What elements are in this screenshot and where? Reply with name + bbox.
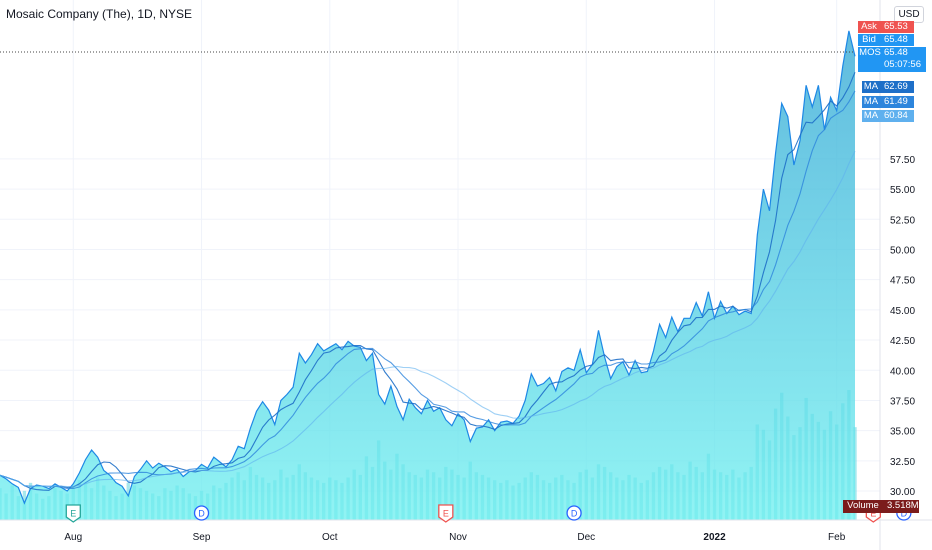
price-tick-label: 37.50 bbox=[890, 396, 915, 407]
grid bbox=[0, 0, 880, 520]
price-area-fill bbox=[0, 30, 855, 521]
price-tick-label: 35.00 bbox=[890, 427, 915, 438]
time-tick-label: Feb bbox=[828, 532, 846, 543]
symbol-label: MOS bbox=[859, 47, 881, 58]
time-tick-label: Sep bbox=[193, 532, 211, 543]
price-tick-label: 57.50 bbox=[890, 155, 915, 166]
ma-tag-3: MA 60.84 bbox=[862, 110, 914, 122]
bid-label: Bid bbox=[862, 34, 876, 45]
ma-label: MA bbox=[863, 110, 879, 121]
price-axis[interactable]: 30.00 32.50 35.00 37.50 40.00 42.50 45.00 47.50… bbox=[890, 155, 915, 498]
dividend-marker bbox=[566, 505, 582, 521]
price-tick-label: 32.50 bbox=[890, 457, 915, 468]
ma-value: 60.84 bbox=[884, 110, 908, 121]
price-area bbox=[0, 30, 856, 521]
price-tick-label: 42.50 bbox=[890, 336, 915, 347]
time-tick-label: Oct bbox=[322, 532, 338, 543]
bid-price-tag: Bid 65.48 bbox=[858, 34, 914, 46]
chart-title: Mosaic Company (The), 1D, NYSE bbox=[6, 7, 193, 21]
time-axis[interactable]: AugSepOctNovDec2022FebMar bbox=[64, 532, 932, 543]
price-tick-label: 40.00 bbox=[890, 366, 915, 377]
ma-value: 62.69 bbox=[884, 81, 908, 92]
volume-label: Volume bbox=[847, 500, 879, 511]
price-tick-label: 50.00 bbox=[890, 245, 915, 256]
event-marker-label: D bbox=[198, 509, 205, 519]
ma-label: MA bbox=[863, 96, 879, 107]
earnings-marker bbox=[65, 504, 81, 523]
ma-line-2 bbox=[0, 90, 856, 490]
bid-value: 65.48 bbox=[884, 34, 908, 45]
price-tick-label: 52.50 bbox=[890, 215, 915, 226]
ma-tag-1: MA 62.69 bbox=[862, 81, 914, 93]
time-tick-label: Aug bbox=[64, 532, 82, 543]
last-value: 65.48 bbox=[884, 47, 908, 58]
moving-averages bbox=[0, 71, 856, 491]
ma-value: 61.49 bbox=[884, 96, 908, 107]
volume-value: 3.518M bbox=[887, 500, 919, 511]
event-marker-label: D bbox=[571, 509, 578, 519]
price-tick-label: 47.50 bbox=[890, 276, 915, 287]
price-tick-label: 30.00 bbox=[890, 487, 915, 498]
time-tick-label: Nov bbox=[449, 532, 467, 543]
price-tick-label: 55.00 bbox=[890, 185, 915, 196]
ask-price-tag: Ask 65.53 bbox=[858, 21, 914, 33]
time-tick-label: Dec bbox=[577, 532, 595, 543]
event-marker-label: D bbox=[901, 509, 908, 519]
ma-line-3 bbox=[0, 150, 856, 488]
last-price-tag: MOS 65.48 05:07:56 bbox=[858, 47, 926, 72]
ma-line-1 bbox=[0, 71, 856, 491]
event-marker-label: E bbox=[443, 509, 449, 519]
event-marker-label: E bbox=[870, 509, 876, 519]
earnings-marker bbox=[438, 504, 454, 523]
ma-tag-2: MA 61.49 bbox=[862, 96, 914, 108]
ask-label: Ask bbox=[861, 21, 877, 32]
time-tick-label: 2022 bbox=[703, 532, 726, 543]
dividend-marker bbox=[193, 505, 210, 521]
ask-value: 65.53 bbox=[884, 21, 908, 32]
ma-label: MA bbox=[863, 81, 879, 92]
bar-countdown: 05:07:56 bbox=[884, 59, 921, 70]
volume-tag: Volume 3.518M bbox=[843, 500, 919, 513]
price-tick-label: 45.00 bbox=[890, 306, 915, 317]
event-marker-label: E bbox=[70, 509, 76, 519]
